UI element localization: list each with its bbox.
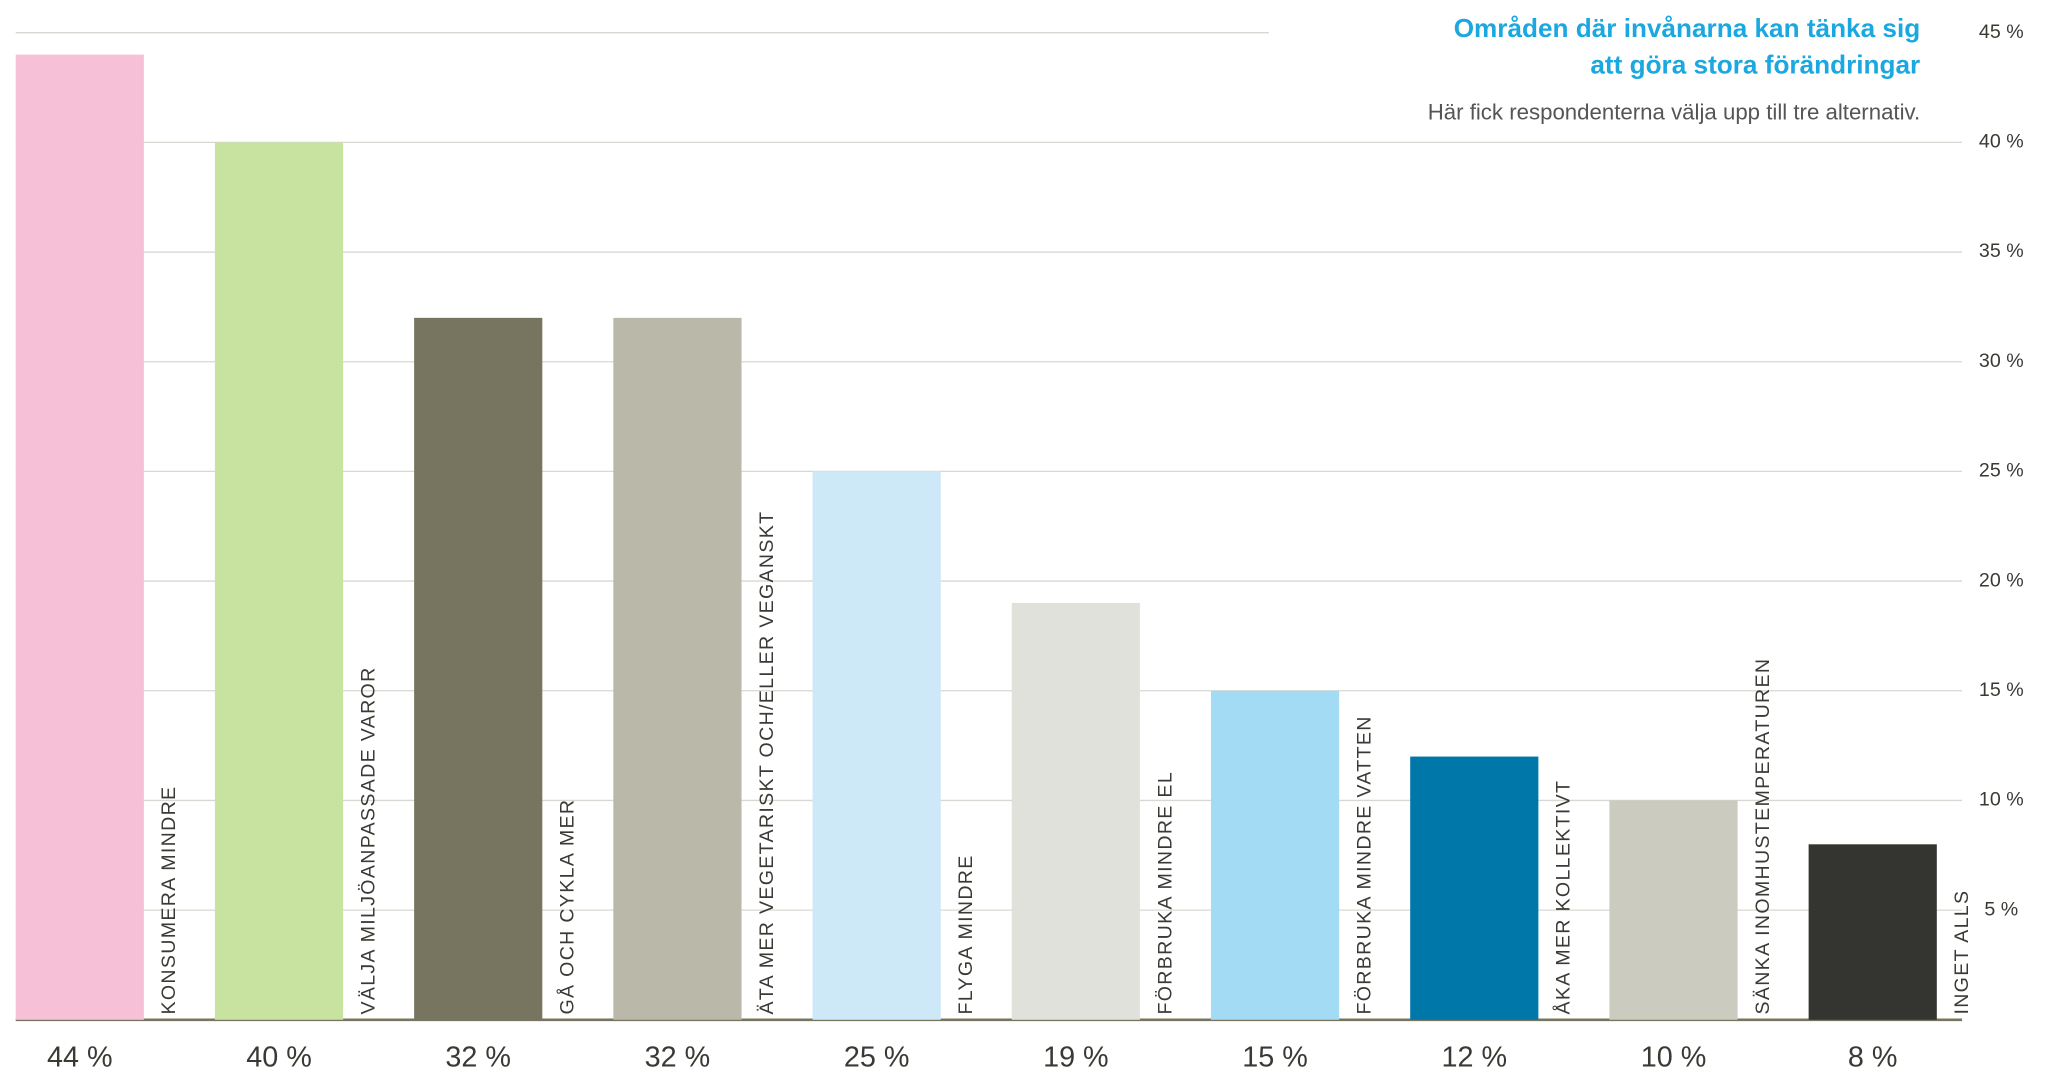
category-label: FÖRBRUKA MINDRE EL	[1154, 771, 1176, 1015]
bar	[215, 142, 343, 1019]
y-tick-label: 15 %	[1979, 679, 2024, 701]
value-label: 15 %	[1242, 1042, 1308, 1074]
chart-title: att göra stora förändringar	[1590, 50, 1920, 80]
value-label: 8 %	[1848, 1042, 1898, 1074]
chart: Områden där invånarna kan tänka sig att …	[0, 0, 2051, 1076]
bar	[1410, 757, 1538, 1020]
bar	[1211, 691, 1339, 1020]
category-label: VÄLJA MILJÖANPASSADE VAROR	[357, 666, 379, 1014]
bar	[414, 318, 542, 1020]
category-label: FLYGA MINDRE	[955, 854, 977, 1014]
value-label: 44 %	[47, 1042, 113, 1074]
value-label: 25 %	[844, 1042, 910, 1074]
value-label: 40 %	[246, 1042, 312, 1074]
value-label: 32 %	[645, 1042, 711, 1074]
category-label: ÅKA MER KOLLEKTIVT	[1552, 780, 1575, 1015]
category-label: GÅ OCH CYKLA MER	[556, 799, 579, 1015]
bar	[613, 318, 741, 1020]
y-tick-label: 25 %	[1979, 460, 2024, 482]
value-label: 10 %	[1641, 1042, 1707, 1074]
bar	[1609, 800, 1737, 1019]
bar	[1012, 603, 1140, 1020]
y-tick-label: 10 %	[1979, 789, 2024, 811]
value-label: 32 %	[445, 1042, 511, 1074]
value-label: 19 %	[1043, 1042, 1109, 1074]
chart-subtitle: Här fick respondenterna välja upp till t…	[1428, 100, 1920, 125]
category-label: INGET ALLS	[1951, 890, 1973, 1015]
y-tick-label: 45 %	[1979, 21, 2024, 43]
category-label: KONSUMERA MINDRE	[158, 786, 180, 1015]
category-label: FÖRBRUKA MINDRE VATTEN	[1354, 715, 1376, 1014]
y-tick-label: 20 %	[1979, 569, 2024, 591]
bar	[16, 55, 144, 1020]
y-tick-label: 40 %	[1979, 131, 2024, 153]
bar	[813, 471, 941, 1019]
y-tick-label: 5 %	[1984, 898, 2018, 920]
bar	[1809, 844, 1937, 1019]
category-label: ÄTA MER VEGETARISKT OCH/ELLER VEGANSKT	[756, 511, 778, 1015]
category-label: SÄNKA INOMHUSTEMPERATUREN	[1752, 658, 1774, 1015]
chart-title: Områden där invånarna kan tänka sig	[1454, 13, 1920, 43]
y-tick-label: 30 %	[1979, 350, 2024, 372]
value-label: 12 %	[1442, 1042, 1508, 1074]
y-tick-label: 35 %	[1979, 240, 2024, 262]
